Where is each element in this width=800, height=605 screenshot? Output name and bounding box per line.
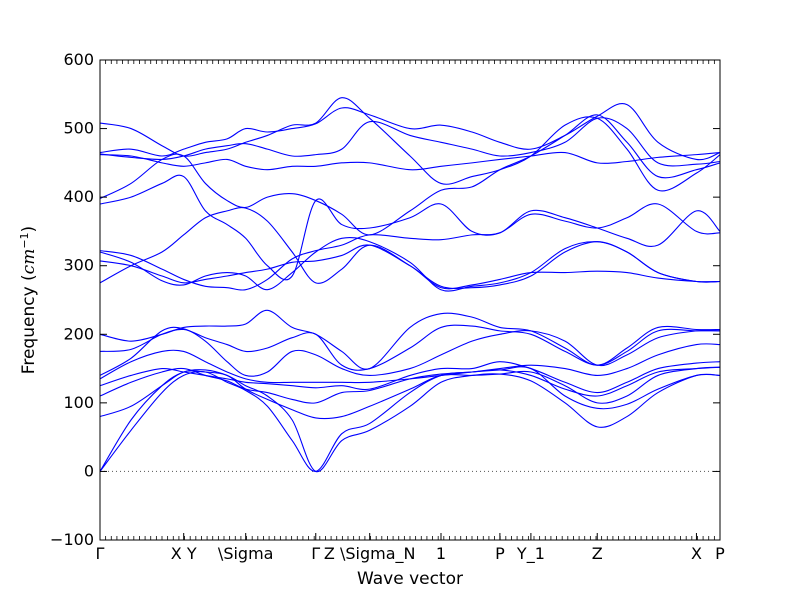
y-axis-title: Frequency (cm−1): [18, 226, 40, 374]
y-tick-label: 500: [63, 119, 94, 138]
band-line-6: [99, 343, 721, 384]
y-tick-label: 600: [63, 50, 94, 69]
y-axis-title-main: Frequency (: [19, 274, 39, 374]
x-tick-label: 1: [436, 544, 446, 563]
y-tick-label: 400: [63, 187, 94, 206]
x-tick-label: Γ: [96, 544, 105, 563]
y-tick-label: 200: [63, 324, 94, 343]
band-line-4: [99, 366, 721, 404]
y-axis-title-close: ): [19, 226, 39, 233]
x-tick-label: P: [495, 544, 505, 563]
plot-frame: [99, 59, 721, 541]
band-line-5: [99, 361, 721, 394]
y-tick-label: 100: [63, 393, 94, 412]
band-line-18: [99, 103, 721, 161]
plot-area: [100, 60, 720, 540]
x-tick-label: Γ: [311, 544, 320, 563]
band-line-14: [99, 174, 721, 281]
x-axis-title: Wave vector: [357, 569, 463, 589]
ticks-layer: [99, 59, 721, 541]
x-tick-label: X: [691, 544, 702, 563]
x-tick-label: P: [715, 544, 725, 563]
y-tick-label: 300: [63, 256, 94, 275]
band-line-7: [99, 326, 721, 377]
y-axis-title-unit: cm: [19, 249, 39, 275]
band-line-2: [99, 369, 721, 472]
y-tick-label: 0: [84, 461, 94, 480]
series-lines-layer: [99, 97, 721, 472]
band-line-3: [99, 366, 721, 420]
band-line-15: [99, 114, 721, 236]
x-tick-label: Z: [592, 544, 603, 563]
x-tick-label: Y_1: [516, 544, 545, 564]
x-tick-label: X Y: [171, 544, 197, 563]
band-line-19: [99, 97, 721, 192]
y-axis-title-unit-exponent: −1: [18, 232, 31, 248]
y-tick-label: −100: [50, 530, 94, 549]
band-line-12: [99, 236, 721, 292]
band-line-16: [99, 151, 721, 171]
band-line-17: [99, 117, 721, 167]
x-tick-label: \Sigma: [218, 544, 274, 563]
x-tick-label: Z \Sigma_N: [324, 544, 416, 564]
band-line-9: [99, 309, 721, 370]
